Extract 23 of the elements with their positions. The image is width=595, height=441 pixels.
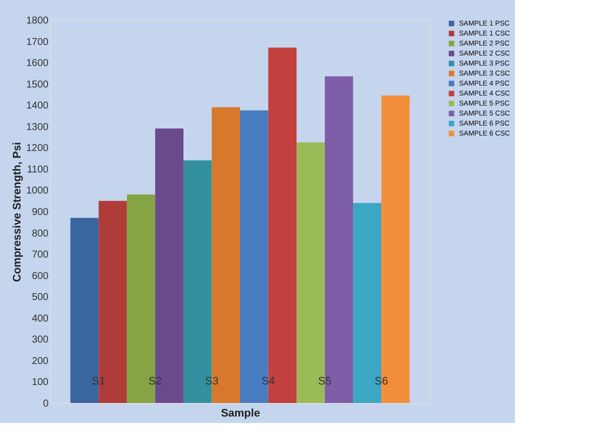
y-tick-label: 1100 [26,164,49,176]
annotation: S3 [204,376,218,388]
y-tick-label: 1500 [26,79,49,90]
y-tick-label: 1000 [26,186,49,197]
y-tick-label: 1700 [26,36,49,48]
y-axis-title: Compressive Strength, Psi [11,142,24,282]
y-tick-label: 1600 [26,58,49,70]
y-tick-label: 900 [32,207,49,218]
x-axis-title: Sample [220,408,260,420]
y-tick-label: 300 [32,334,49,346]
y-tick-label: 100 [32,377,49,388]
y-tick-label: 1800 [26,16,49,26]
y-tick-label: 1300 [26,122,49,133]
y-tick-label: 1400 [26,100,49,112]
y-tick-label: 400 [32,313,49,324]
y-tick-label: 200 [32,356,49,367]
y-tick-label: 800 [32,228,49,240]
y-tick-label: 500 [32,292,49,304]
y-tick-label: 1200 [26,143,49,154]
y-tick-label: 700 [32,250,49,261]
y-tick-label: 0 [42,398,49,410]
y-tick-label: 600 [32,270,49,282]
annotation: S5 [318,376,332,388]
